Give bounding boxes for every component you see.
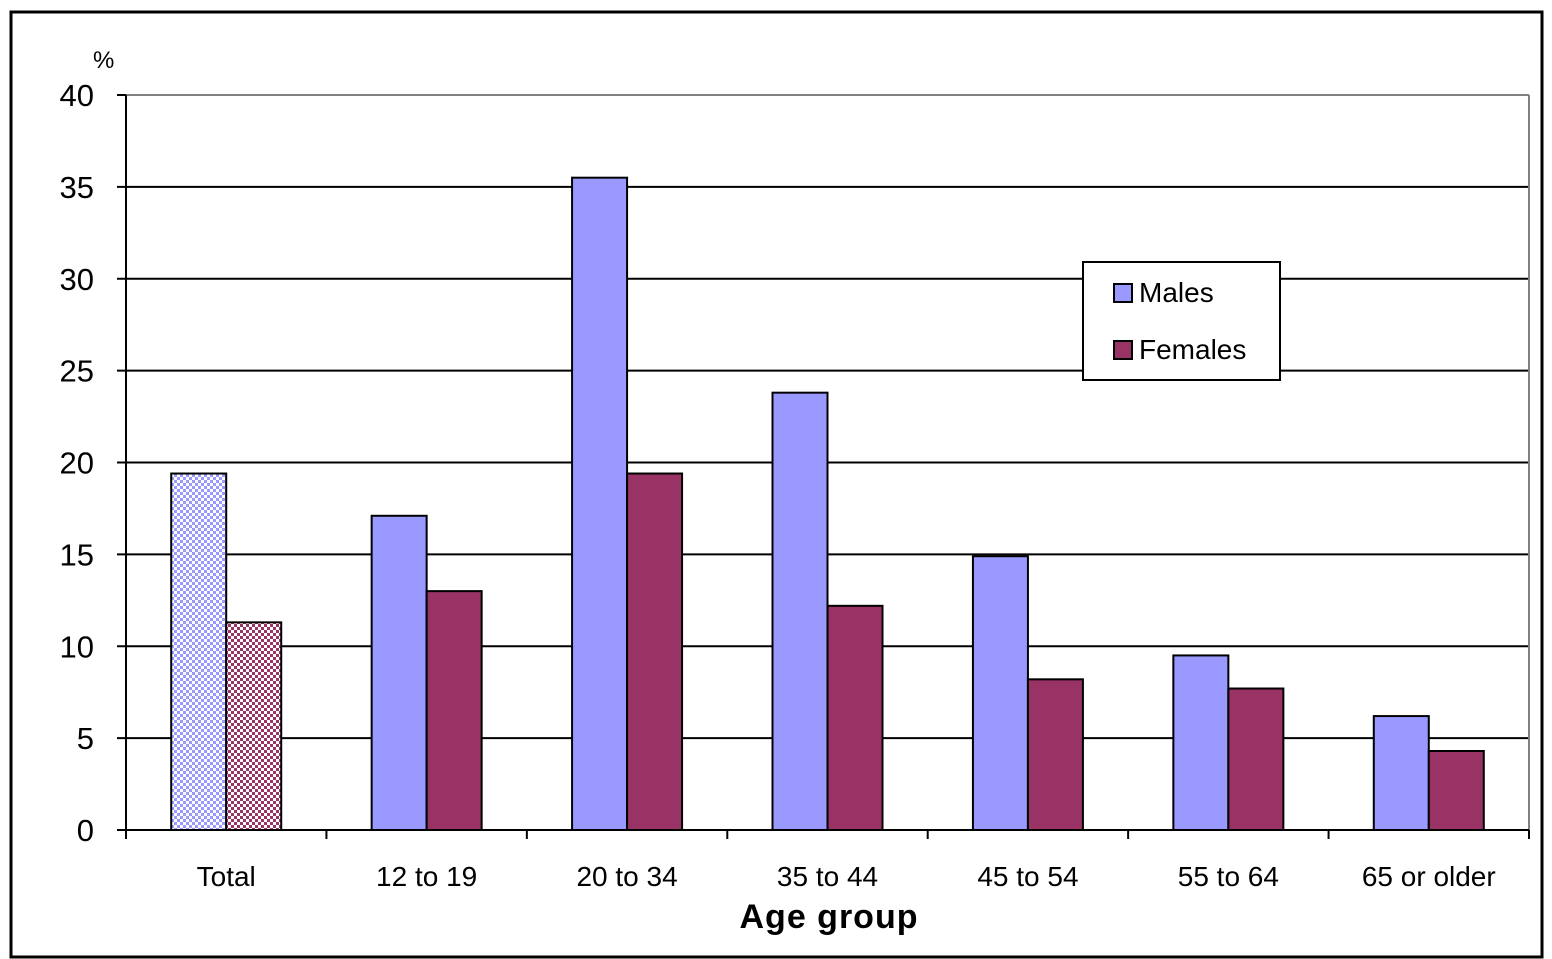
bars xyxy=(170,176,1485,832)
bar-females-1 xyxy=(425,590,483,831)
bar-females-3 xyxy=(826,604,884,832)
bar-females-6 xyxy=(1427,749,1485,831)
x-tick-label: 20 to 34 xyxy=(576,861,677,892)
bar-males-5 xyxy=(1172,654,1230,831)
y-tick-label: 25 xyxy=(60,354,94,389)
bar-males-6 xyxy=(1372,715,1430,832)
legend-label-males: Males xyxy=(1139,277,1214,308)
axes xyxy=(117,94,1530,839)
y-tick-label: 20 xyxy=(60,446,94,481)
legend-swatch-males xyxy=(1113,283,1133,303)
x-tick-label: 65 or older xyxy=(1362,861,1496,892)
chart-border xyxy=(9,10,1544,959)
y-tick-label: 15 xyxy=(60,537,94,572)
y-tick-label: 10 xyxy=(60,629,94,664)
grid-lines xyxy=(126,94,1530,830)
x-tick-label: 45 to 54 xyxy=(977,861,1078,892)
legend-swatch-females xyxy=(1113,340,1133,360)
y-tick-label: 0 xyxy=(77,813,94,848)
bar-females-4 xyxy=(1026,678,1084,832)
bar-males-3 xyxy=(771,391,829,831)
x-tick-label: 12 to 19 xyxy=(376,861,477,892)
x-tick-label: Total xyxy=(197,861,256,892)
x-tick-label: 55 to 64 xyxy=(1178,861,1279,892)
bar-females-2 xyxy=(626,472,684,831)
bar-females-0 xyxy=(225,621,283,831)
y-tick-label: 5 xyxy=(77,721,94,756)
y-tick-label: 35 xyxy=(60,170,94,205)
legend: Males Females xyxy=(1082,261,1281,381)
legend-box xyxy=(1082,261,1281,381)
legend-label-females: Females xyxy=(1139,334,1246,365)
y-axis-unit-label: % xyxy=(93,47,114,74)
bar-males-4 xyxy=(971,555,1029,832)
y-tick-label: 40 xyxy=(60,78,94,113)
x-tick-label: 35 to 44 xyxy=(777,861,878,892)
bar-females-5 xyxy=(1227,687,1285,832)
bar-males-0 xyxy=(170,472,228,831)
bar-males-1 xyxy=(370,514,428,831)
y-tick-label: 30 xyxy=(60,262,94,297)
x-axis-title: Age group xyxy=(740,898,919,936)
bar-males-2 xyxy=(571,176,629,831)
tick-labels: 0 5 10 15 20 25 30 35 40 Total 12 to 19 20 to 34 35 … xyxy=(60,78,1496,892)
